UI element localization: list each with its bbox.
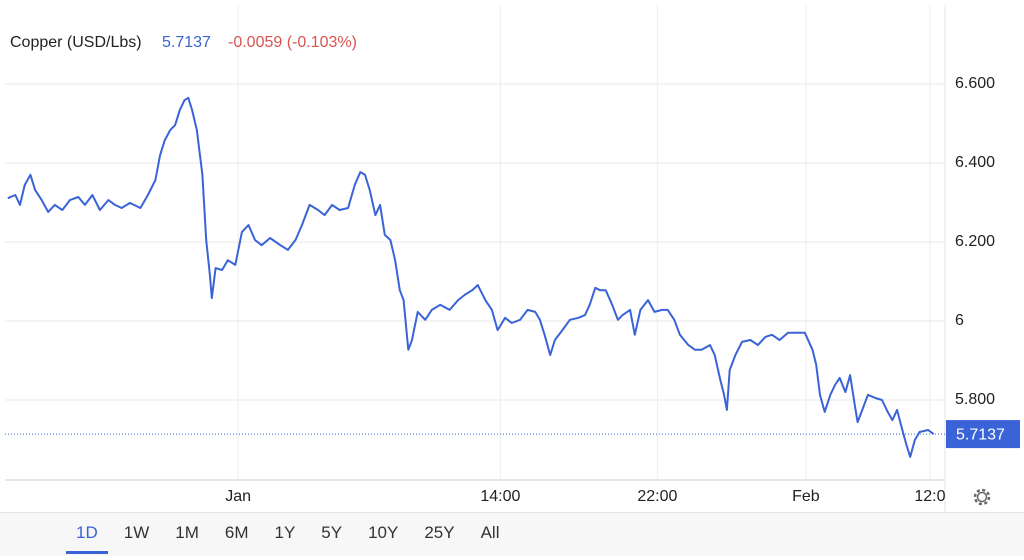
range-button[interactable]: 5Y [321,523,343,542]
range-button[interactable]: 1W [123,523,150,542]
range-button[interactable]: All [480,523,500,542]
range-button[interactable]: 6M [224,523,249,542]
price-change: -0.0059 (-0.103%) [228,34,357,51]
y-tick-label: 5.800 [955,391,995,408]
y-tick-label: 6.600 [955,75,995,92]
range-button[interactable]: 10Y [368,523,399,542]
y-tick-label: 6 [955,312,964,329]
last-price-badge [946,420,1020,449]
range-toolbar: 1D 1W 1M 6M 1Y 5Y 10Y 25Y All [0,512,1024,556]
x-tick-label: 12:0 [914,488,945,505]
x-tick-label: 22:00 [637,488,677,505]
range-button[interactable]: 25Y [424,523,455,542]
range-button[interactable]: 1Y [274,523,296,542]
x-tick-label: Jan [225,488,251,505]
chart: Copper (USD/Lbs) 5.7137 -0.0059 (-0.103%… [5,5,1020,512]
x-tick-label: Feb [792,488,820,505]
chart-title: Copper (USD/Lbs) [10,34,142,51]
y-tick-label: 6.200 [955,233,995,250]
settings-icon[interactable] [973,488,991,506]
y-tick-label: 6.400 [955,154,995,171]
x-tick-label: 14:00 [480,488,520,505]
range-button[interactable]: 1D [66,515,108,554]
price-line [7,96,935,458]
last-price-label: 5.7137 [956,426,1005,443]
last-price: 5.7137 [162,34,211,51]
range-button[interactable]: 1M [175,523,199,542]
